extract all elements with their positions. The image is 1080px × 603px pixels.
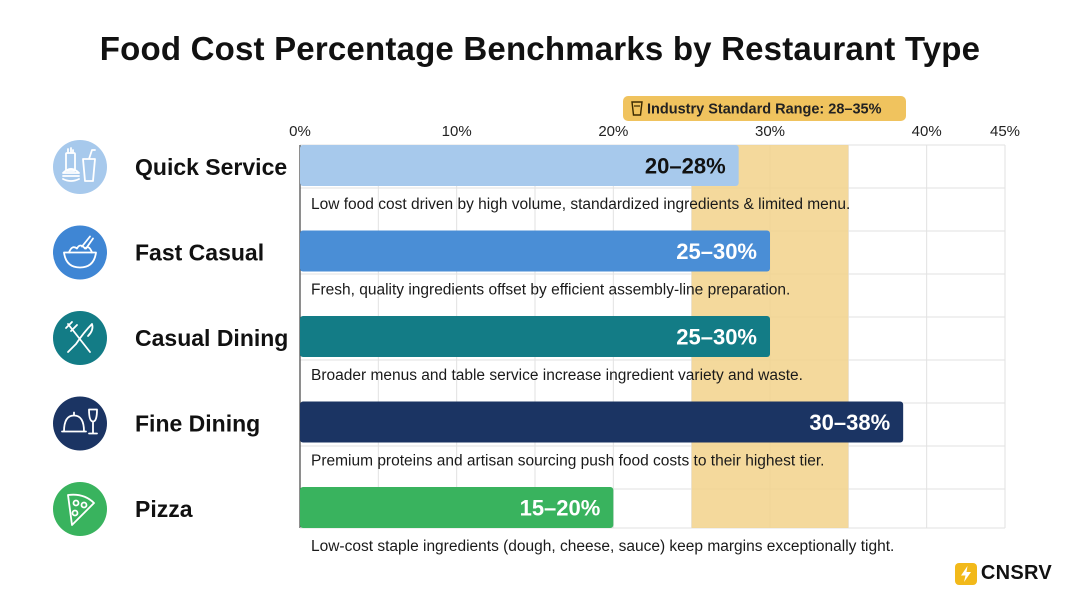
cloche-wine-icon [53, 396, 107, 451]
x-tick-label: 20% [598, 123, 628, 140]
pizza-slice-icon [53, 482, 107, 536]
bar-value-label: 30–38% [809, 410, 890, 435]
x-tick-label: 40% [912, 123, 942, 140]
fries [67, 147, 74, 154]
category-label: Quick Service [135, 154, 287, 180]
x-tick-label: 0% [289, 123, 311, 140]
cloche [61, 411, 87, 433]
fork [65, 321, 91, 353]
bar-fine-dining [300, 401, 904, 443]
cup-icon [631, 101, 643, 116]
bars-layer: 20–28% Low food cost driven by high volum… [135, 145, 904, 555]
lightning-icon [954, 562, 977, 585]
pepperoni [80, 501, 88, 509]
icon-circle [53, 140, 107, 194]
bar-description: Low food cost driven by high volume, sta… [311, 196, 850, 213]
bar-description: Premium proteins and artisan sourcing pu… [311, 453, 825, 470]
bar-fast-casual [300, 230, 770, 272]
bowl [63, 251, 97, 269]
bar-quick-service [300, 145, 739, 186]
pepperoni [71, 509, 79, 517]
fast-food-icon [53, 140, 107, 194]
industry-standard-pill [623, 96, 906, 121]
icon-circle [53, 396, 107, 451]
pizza-slice [67, 493, 95, 526]
category-label: Casual Dining [135, 325, 288, 351]
burger [62, 168, 80, 182]
logo-text: CNSRV [980, 562, 1052, 584]
salad-bowl-icon [53, 225, 107, 280]
brand-logo: CNSRV [954, 562, 1052, 585]
bar-value-label: 25–30% [676, 325, 757, 350]
icon-circle [53, 482, 107, 536]
bar-description: Low-cost staple ingredients (dough, chee… [311, 538, 894, 555]
drink-cup [82, 149, 96, 182]
wine-glass [88, 408, 98, 435]
x-tick-label: 45% [990, 123, 1020, 140]
cup-outline [631, 101, 643, 116]
bar-description: Fresh, quality ingredients offset by eff… [311, 282, 790, 299]
bar-value-label: 25–30% [676, 239, 757, 264]
chart-title: Food Cost Percentage Benchmarks by Resta… [99, 30, 981, 67]
x-axis: 0% 10% 20% 30% 40% 45% [289, 123, 1020, 140]
bar-value-label: 15–20% [520, 496, 601, 521]
x-tick-label: 30% [755, 123, 785, 140]
bar-casual-dining [300, 316, 770, 357]
bar-pizza [300, 487, 614, 528]
knife [67, 323, 94, 353]
category-label: Fine Dining [135, 411, 260, 437]
category-icons [53, 140, 107, 536]
industry-standard-label: Industry Standard Range: 28–35% [647, 102, 882, 118]
chopsticks [81, 235, 94, 250]
pepperoni [72, 499, 80, 507]
category-label: Pizza [135, 496, 193, 522]
bar-value-label: 20–28% [645, 154, 726, 179]
salad-leaves [68, 244, 93, 254]
fork-knife-icon [53, 311, 107, 365]
category-label: Fast Casual [135, 240, 264, 266]
x-tick-label: 10% [442, 123, 472, 140]
bar-description: Broader menus and table service increase… [311, 367, 803, 384]
